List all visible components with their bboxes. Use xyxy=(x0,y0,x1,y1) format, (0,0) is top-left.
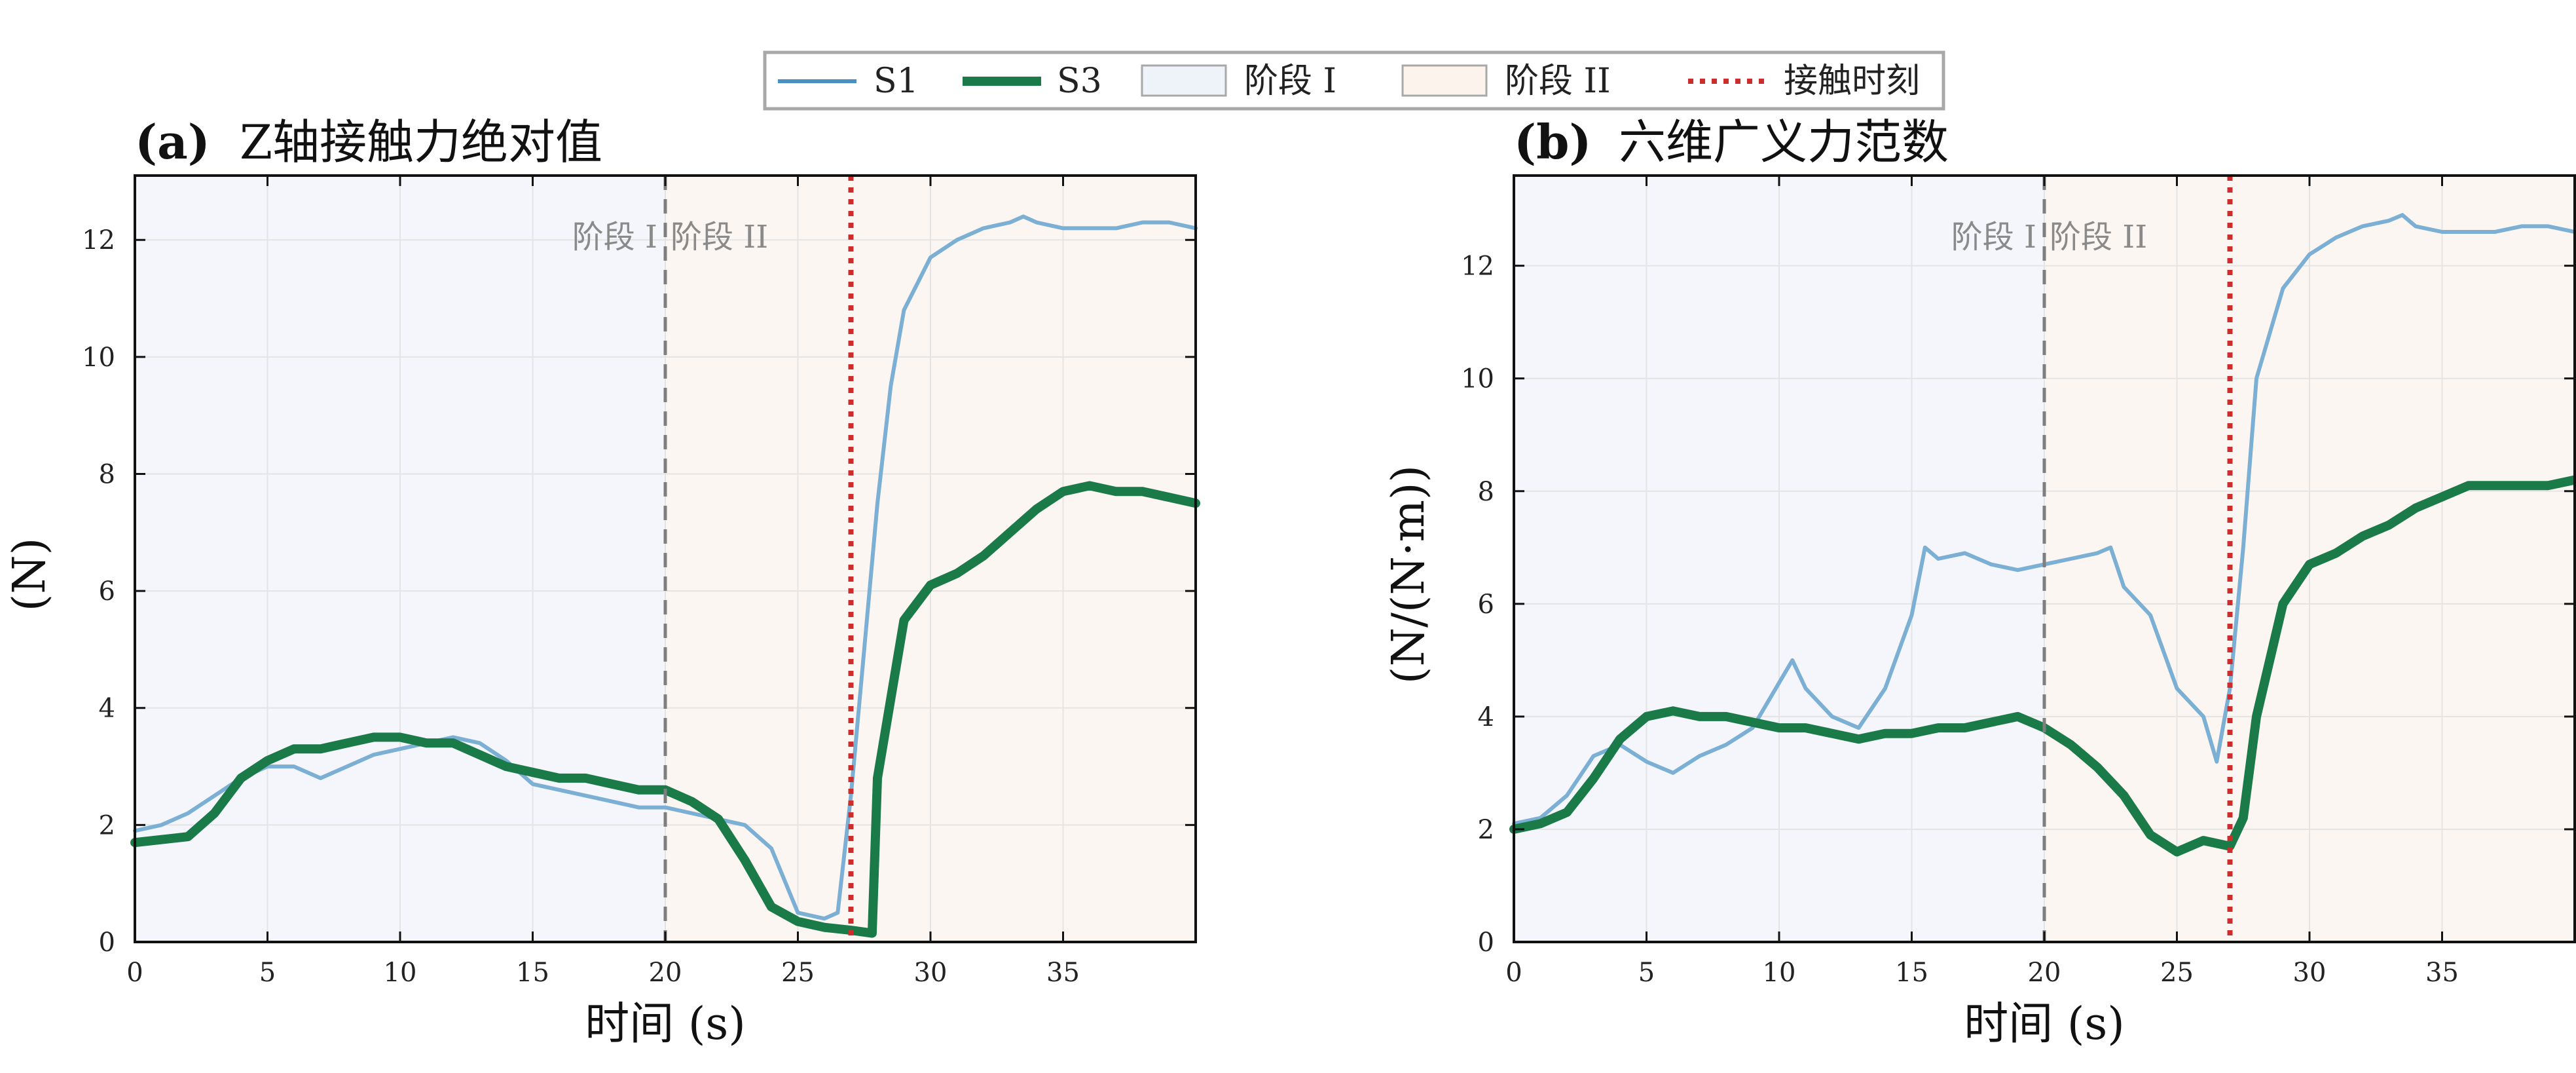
panel-a: 阶段 I 阶段 II 0 5 10 15 20 25 30 35 0 2 4 6 8 10 12 时间 (s) (N… xyxy=(4,114,1200,1050)
x-tick-label: 15 xyxy=(1895,958,1928,988)
y-tick-label: 4 xyxy=(1478,702,1494,732)
y-tick-label: 12 xyxy=(82,225,115,255)
x-tick-label: 30 xyxy=(2293,958,2327,988)
y-axis-label: (N) xyxy=(4,538,56,612)
x-tick-label: 35 xyxy=(2425,958,2459,988)
series-s1-line xyxy=(1512,213,2576,826)
legend: S1 S3 阶段 I 阶段 II 接触时刻 xyxy=(763,50,1945,111)
x-tick-label: 0 xyxy=(126,958,143,988)
legend-s3-label: S3 xyxy=(1057,62,1102,101)
panel-title: 六维广义力范数 xyxy=(1619,115,1949,170)
legend-stage1-label: 阶段 I xyxy=(1244,62,1336,101)
y-tick-label: 12 xyxy=(1461,252,1494,282)
x-axis-label: 时间 (s) xyxy=(1964,998,2125,1050)
legend-s1-label: S1 xyxy=(874,62,919,101)
x-axis-label: 时间 (s) xyxy=(585,998,746,1050)
y-tick-label: 2 xyxy=(99,810,115,840)
series-s3-line xyxy=(1509,475,2576,857)
x-tick-label: 20 xyxy=(649,958,682,988)
legend-stage1-swatch xyxy=(1141,64,1227,97)
panel-b: 阶段 I 阶段 II 0 5 10 15 20 25 30 35 0 2 4 6 8 10 12 时间 (s) (N… xyxy=(1383,114,2576,1050)
stage-2-annotation: 阶段 II xyxy=(671,219,768,255)
y-tick-label: 0 xyxy=(1478,928,1494,958)
y-tick-label: 8 xyxy=(1478,477,1494,507)
stage-2-annotation: 阶段 II xyxy=(2050,219,2147,255)
panel-letter: (b) xyxy=(1514,114,1591,170)
x-tick-label: 5 xyxy=(259,958,276,988)
panel-title: Z轴接触力绝对值 xyxy=(240,115,602,170)
stage-1-annotation: 阶段 I xyxy=(572,219,657,255)
x-tick-label: 25 xyxy=(2160,958,2194,988)
stage-1-annotation: 阶段 I xyxy=(1951,219,2036,255)
y-tick-label: 10 xyxy=(1461,364,1494,394)
y-tick-label: 6 xyxy=(1478,590,1494,620)
x-tick-label: 25 xyxy=(781,958,815,988)
y-axis-label: (N/(N·m)) xyxy=(1383,465,1435,684)
legend-contact-label: 接触时刻 xyxy=(1784,62,1920,101)
y-tick-label: 10 xyxy=(82,343,115,373)
panel-letter: (a) xyxy=(135,114,210,170)
legend-stage2-label: 阶段 II xyxy=(1505,62,1611,101)
y-tick-label: 4 xyxy=(99,694,115,724)
x-tick-label: 0 xyxy=(1505,958,1522,988)
y-tick-label: 6 xyxy=(99,576,115,607)
series-s3-line xyxy=(130,481,1200,938)
y-tick-label: 0 xyxy=(99,928,115,958)
y-tick-label: 2 xyxy=(1478,815,1494,845)
x-tick-label: 20 xyxy=(2028,958,2061,988)
x-tick-label: 15 xyxy=(516,958,549,988)
x-tick-label: 10 xyxy=(384,958,417,988)
x-tick-label: 35 xyxy=(1046,958,1080,988)
legend-frame xyxy=(763,50,1945,111)
legend-stage2-swatch xyxy=(1401,64,1488,97)
y-tick-label: 8 xyxy=(99,459,115,489)
x-tick-label: 30 xyxy=(914,958,948,988)
x-tick-label: 5 xyxy=(1638,958,1655,988)
x-tick-label: 10 xyxy=(1763,958,1796,988)
